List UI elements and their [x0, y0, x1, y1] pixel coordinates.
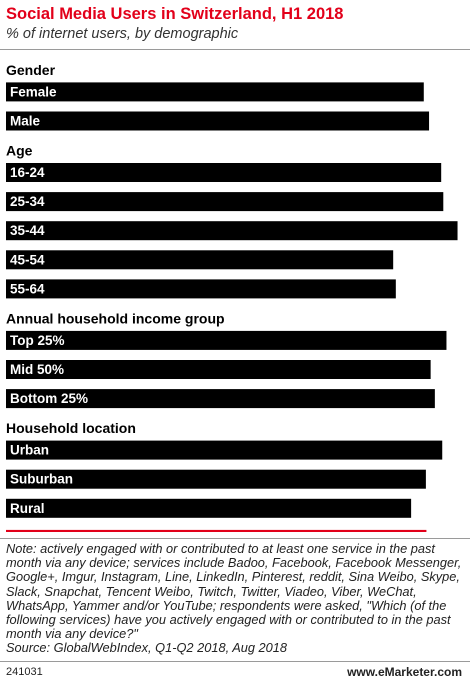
group-label: Age: [6, 143, 33, 159]
bar-label: Urban: [10, 443, 49, 458]
bar: [6, 330, 447, 350]
bar-label: Mid 50%: [10, 362, 64, 377]
chart-title: Social Media Users in Switzerland, H1 20…: [6, 5, 344, 23]
bar: [6, 360, 431, 379]
chart-id: 241031: [6, 666, 43, 678]
bar: [6, 163, 442, 182]
value-label: 80.2%: [385, 114, 423, 129]
bar-label: Male: [10, 114, 41, 129]
source-text: Source: GlobalWebIndex, Q1-Q2 2018, Aug …: [6, 640, 288, 656]
bar: [6, 469, 426, 489]
chart-subtitle: % of internet users, by demographic: [6, 26, 239, 42]
title-divider: [0, 49, 470, 50]
value-label: 82.7%: [398, 443, 436, 458]
bar: [6, 221, 458, 241]
value-label: 79.6%: [382, 472, 420, 487]
bar-label: 45-54: [10, 252, 45, 267]
bar-label: 16-24: [10, 165, 45, 180]
group-label: Household location: [6, 420, 136, 436]
note-divider: [0, 538, 470, 539]
bar: [6, 498, 412, 518]
bar: [6, 250, 394, 270]
bar: [6, 279, 396, 299]
bar-label: 55-64: [10, 281, 45, 296]
bar-label: 25-34: [10, 194, 45, 209]
value-label: 85.6%: [413, 223, 451, 238]
group-label: Gender: [6, 62, 56, 78]
bar-label: Female: [10, 84, 57, 99]
value-label: 81.3%: [391, 391, 429, 406]
value-label: 73.9%: [352, 281, 390, 296]
bar: [6, 529, 427, 532]
value-label: 79.2%: [379, 84, 417, 99]
bar: [6, 111, 430, 131]
bar: [6, 192, 444, 212]
group-label: Annual household income group: [6, 311, 225, 327]
bar-chart: Gender Female 79.2% Male 80.2% Age 16-24 82.5% 2…: [6, 62, 458, 532]
value-label: 73.4%: [349, 252, 387, 267]
bar-label: Bottom 25%: [10, 391, 88, 406]
value-label: 83.5%: [402, 333, 440, 348]
bar: [6, 82, 424, 102]
brand-logo: www.eMarketer.com: [347, 665, 462, 679]
bar: [6, 440, 443, 460]
bar-label: Rural: [10, 501, 45, 516]
footer-divider: [0, 661, 470, 662]
bar-label: Top 25%: [10, 333, 65, 348]
value-label: 76.8%: [367, 501, 405, 516]
value-label: 80.5%: [386, 362, 424, 377]
value-label: 82.9%: [399, 194, 437, 209]
chart-note: Note: actively engaged with or contribut…: [6, 541, 468, 656]
bar-label: Suburban: [10, 472, 73, 487]
value-label: 82.5%: [397, 165, 435, 180]
note-text: Note: actively engaged with or contribut…: [6, 541, 462, 642]
bar-label: 35-44: [10, 223, 45, 238]
bar: [6, 389, 435, 409]
